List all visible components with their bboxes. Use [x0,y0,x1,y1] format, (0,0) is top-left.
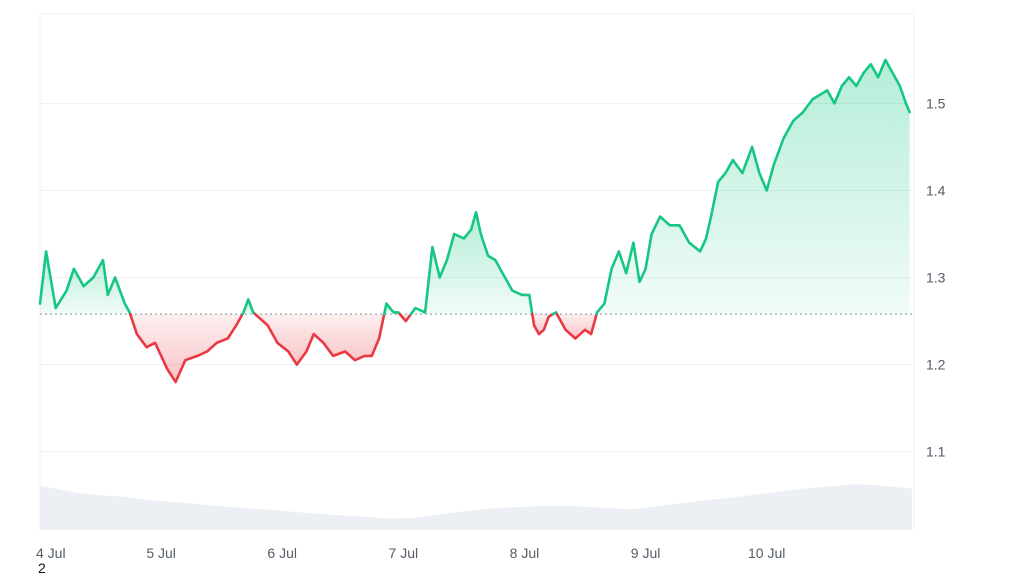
x-axis: 4 Jul 5 Jul 6 Jul 7 Jul 8 Jul 9 Jul 10 Jul [36,545,785,561]
x-tick-label: 4 Jul [36,545,66,561]
area-below-baseline [130,314,243,382]
x-tick-label: 8 Jul [510,545,540,561]
price-line-up [241,298,257,316]
price-line-down [555,312,598,340]
area-fill-layer [40,59,910,382]
price-line-down [398,312,413,323]
price-line-up [409,210,534,316]
x-tick-label: 10 Jul [748,545,785,561]
area-above-baseline [596,59,910,315]
price-line-layer [38,58,911,384]
y-tick-label: 1.2 [926,357,946,373]
x-tick-label: 5 Jul [146,545,176,561]
price-line-down [253,312,386,366]
area-above-baseline [410,212,533,315]
y-tick-label: 1.3 [926,270,946,286]
x-tick-label: 9 Jul [631,545,661,561]
volume-area [40,484,912,530]
x-tick-label: 6 Jul [267,545,297,561]
price-line-up [382,302,402,316]
x-tick-label: 7 Jul [389,545,419,561]
price-line-down [531,312,555,336]
y-tick-label: 1.4 [926,182,946,198]
price-line-up [38,250,132,316]
area-below-baseline [556,314,597,339]
corner-label: 2 [38,560,46,576]
y-tick-label: 1.5 [926,95,946,111]
price-line-down [128,312,244,384]
y-axis: 1.1 1.2 1.3 1.4 1.5 [926,95,946,459]
volume-layer [40,484,912,530]
y-tick-label: 1.1 [926,444,946,460]
price-line-up [595,58,911,316]
